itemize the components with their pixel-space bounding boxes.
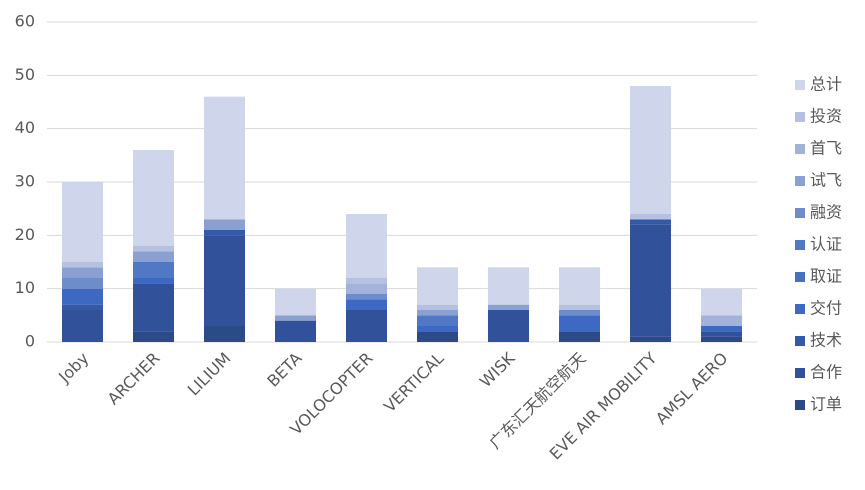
x-tick-label: WISK: [476, 348, 519, 391]
legend-label: 首飞: [810, 139, 842, 158]
x-tick-label: ARCHER: [104, 349, 164, 409]
legend-label: 订单: [810, 395, 842, 414]
bar-segment: [275, 288, 316, 316]
bar-segment: [346, 278, 387, 284]
bar-segment: [204, 219, 245, 230]
legend-label: 融资: [810, 203, 842, 222]
legend-label: 交付: [810, 299, 842, 318]
bar-segment: [630, 214, 671, 220]
y-tick-label: 60: [15, 12, 35, 31]
bar-segment: [62, 310, 103, 342]
bar-segment: [204, 96, 245, 220]
bar-segment: [275, 320, 316, 342]
bar-segment: [701, 336, 742, 342]
bar-segment: [417, 267, 458, 305]
legend-swatch: [795, 80, 805, 90]
legend-label: 认证: [810, 235, 842, 254]
legend-label: 合作: [810, 363, 842, 382]
y-tick-label: 0: [25, 332, 35, 351]
bar-segment: [346, 310, 387, 342]
bar-segment: [701, 288, 742, 316]
y-tick-label: 50: [15, 65, 35, 84]
bar-segment: [417, 310, 458, 316]
legend-swatch: [795, 112, 805, 122]
bar-segment: [488, 267, 529, 305]
bar-segment: [630, 224, 671, 337]
bar-segment: [62, 278, 103, 289]
legend-label: 技术: [810, 331, 842, 350]
bar-segment: [204, 326, 245, 342]
legend-label: 试飞: [810, 171, 842, 190]
bar-segment: [559, 315, 600, 332]
bar-segment: [559, 331, 600, 342]
bar-segment: [630, 219, 671, 225]
y-tick-label: 30: [15, 172, 35, 191]
bar-segment: [346, 299, 387, 310]
legend-swatch: [795, 144, 805, 154]
x-tick-label: AMSL AERO: [652, 349, 732, 429]
bar-segment: [346, 283, 387, 294]
bar-segment: [701, 331, 742, 337]
x-tick-label: BETA: [263, 349, 305, 391]
bar-segment: [559, 310, 600, 316]
bar-segment: [701, 326, 742, 332]
legend-label: 总计: [810, 75, 842, 94]
legend-swatch: [795, 240, 805, 250]
legend-label: 投资: [810, 107, 842, 126]
legend-swatch: [795, 368, 805, 378]
bar-segment: [630, 336, 671, 342]
x-tick-label: VERTICAL: [380, 349, 448, 417]
bar-segment: [62, 288, 103, 305]
legend-swatch: [795, 400, 805, 410]
bar-segment: [62, 267, 103, 278]
y-tick-label: 10: [15, 278, 35, 297]
legend-swatch: [795, 304, 805, 314]
bar-segment: [133, 331, 174, 342]
bar-segment: [62, 304, 103, 310]
bar-segment: [559, 304, 600, 310]
bar-segment: [417, 331, 458, 342]
bar-segment: [204, 230, 245, 236]
bar-segment: [417, 315, 458, 326]
legend-swatch: [795, 272, 805, 282]
bar-segment: [133, 262, 174, 278]
bar-segment: [62, 262, 103, 268]
legend-swatch: [795, 336, 805, 346]
legend-label: 取证: [810, 267, 842, 286]
bar-segment: [133, 278, 174, 284]
bar-segment: [133, 246, 174, 252]
bar-segment: [133, 251, 174, 262]
legend-swatch: [795, 208, 805, 218]
bar-segment: [346, 214, 387, 278]
bar-segment: [133, 283, 174, 332]
bar-segment: [488, 304, 529, 310]
bar-segment: [62, 182, 103, 262]
bar-segment: [417, 304, 458, 310]
x-tick-label: Joby: [54, 349, 92, 387]
bar-segment: [204, 235, 245, 326]
bar-segment: [275, 315, 316, 321]
y-tick-label: 40: [15, 118, 35, 137]
bar-segment: [346, 294, 387, 300]
legend-swatch: [795, 176, 805, 186]
y-tick-label: 20: [15, 225, 35, 244]
bar-segment: [488, 310, 529, 342]
bar-segment: [701, 315, 742, 326]
x-tick-label: LILIUM: [184, 349, 235, 400]
bar-segment: [417, 326, 458, 332]
bar-segment: [630, 86, 671, 214]
bar-segment: [133, 150, 174, 246]
bar-segment: [559, 267, 600, 305]
